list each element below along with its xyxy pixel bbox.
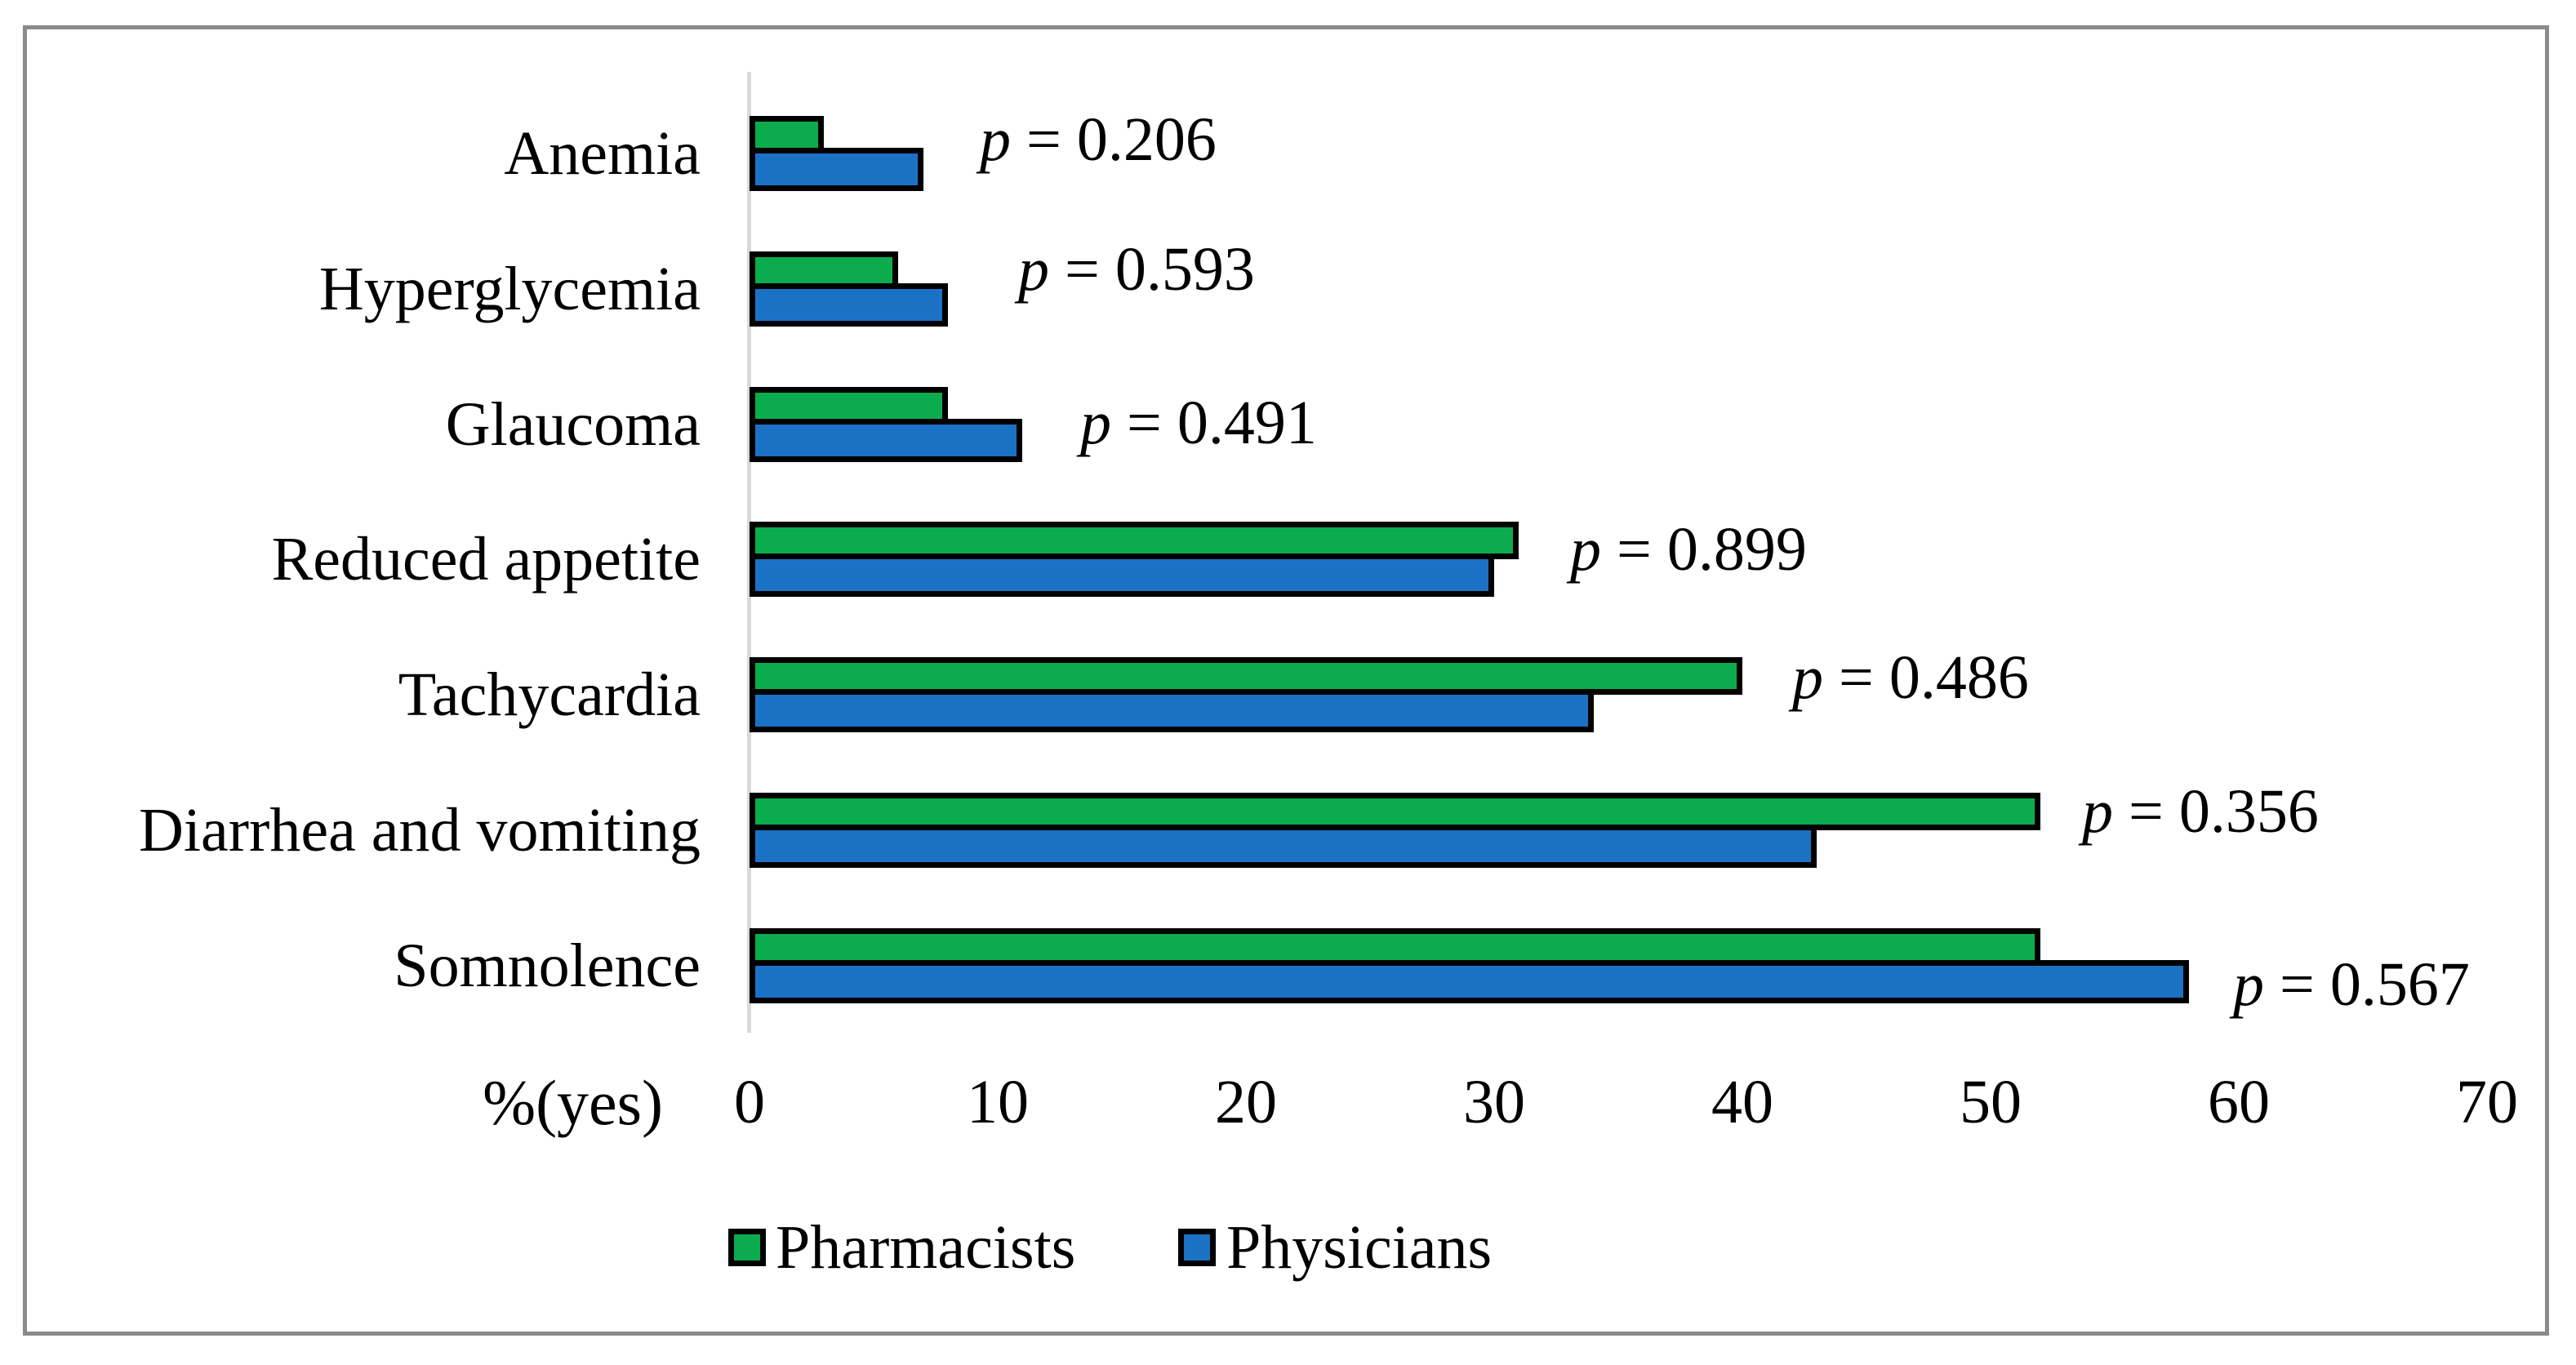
x-tick-30: 30 (1463, 1068, 1525, 1136)
bar-pharmacists-hyperglycemia (750, 251, 898, 289)
p-symbol: p (2082, 777, 2113, 846)
x-tick-50: 50 (1960, 1068, 2022, 1136)
category-label-hyperglycemia: Hyperglycemia (318, 255, 701, 323)
legend-swatch-physicians (1178, 1229, 1216, 1266)
p-value-label-reduced-appetite: p = 0.899 (1570, 515, 1807, 584)
x-tick-20: 20 (1215, 1068, 1277, 1136)
p-value-label-somnolence: p = 0.567 (2233, 950, 2470, 1019)
p-value-label-hyperglycemia: p = 0.593 (1018, 235, 1255, 304)
x-tick-40: 40 (1711, 1068, 1773, 1136)
x-axis-label: %(yes) (483, 1067, 663, 1138)
bar-physicians-anemia (750, 148, 923, 191)
bar-physicians-glaucoma (750, 419, 1022, 462)
p-symbol: p (2233, 950, 2264, 1019)
p-value-label-diarrhea-and-vomiting: p = 0.356 (2082, 777, 2319, 846)
bar-physicians-hyperglycemia (750, 283, 948, 327)
p-symbol: p (1018, 235, 1049, 304)
legend-swatch-pharmacists (728, 1229, 766, 1266)
p-value-label-tachycardia: p = 0.486 (1792, 643, 2029, 712)
p-symbol: p (980, 105, 1011, 174)
category-label-glaucoma: Glaucoma (445, 390, 701, 459)
bar-physicians-reduced-appetite (750, 554, 1494, 597)
category-label-anemia: Anemia (504, 119, 701, 188)
x-tick-60: 60 (2208, 1068, 2270, 1136)
x-tick-70: 70 (2456, 1068, 2518, 1136)
category-label-tachycardia: Tachycardia (398, 660, 701, 729)
category-label-reduced-appetite: Reduced appetite (271, 525, 701, 594)
y-axis-line (747, 72, 751, 1033)
x-tick-0: 0 (734, 1068, 765, 1136)
bar-physicians-tachycardia (750, 689, 1594, 732)
p-value-label-anemia: p = 0.206 (980, 105, 1217, 174)
legend-label-pharmacists: Pharmacists (776, 1213, 1076, 1282)
x-tick-10: 10 (967, 1068, 1029, 1136)
p-symbol: p (1570, 515, 1601, 584)
category-label-diarrhea-and-vomiting: Diarrhea and vomiting (138, 796, 701, 865)
p-symbol: p (1792, 643, 1823, 712)
p-symbol: p (1080, 389, 1111, 457)
bar-physicians-somnolence (750, 960, 2189, 1003)
bar-physicians-diarrhea-and-vomiting (750, 825, 1817, 868)
category-label-somnolence: Somnolence (394, 931, 701, 1000)
p-value-label-glaucoma: p = 0.491 (1080, 389, 1317, 457)
legend-label-physicians: Physicians (1226, 1213, 1493, 1282)
bar-pharmacists-glaucoma (750, 387, 948, 425)
